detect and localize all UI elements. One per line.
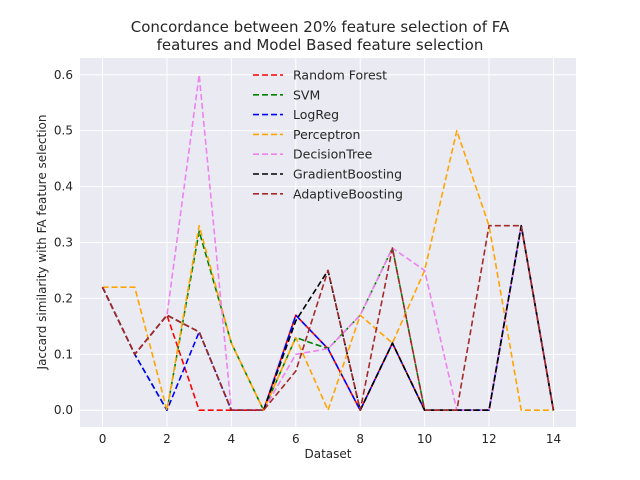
- legend-label: Random Forest: [293, 68, 387, 83]
- y-tick-label: 0.3: [54, 236, 73, 250]
- y-axis-label: Jaccard similarity with FA feature selec…: [35, 115, 49, 371]
- legend-label: LogReg: [293, 107, 339, 122]
- x-tick-label: 10: [417, 432, 432, 446]
- y-tick-label: 0.6: [54, 68, 73, 82]
- x-tick-label: 14: [546, 432, 561, 446]
- legend-label: DecisionTree: [293, 147, 373, 162]
- y-tick-label: 0.0: [54, 403, 73, 417]
- x-tick-label: 12: [481, 432, 496, 446]
- series-lines: [101, 73, 555, 412]
- legend-label: Perceptron: [293, 127, 360, 142]
- chart-title-line-2: features and Model Based feature selecti…: [157, 36, 484, 54]
- y-tick-label: 0.5: [54, 124, 73, 138]
- chart-title-line-1: Concordance between 20% feature selectio…: [131, 18, 510, 36]
- x-tick-label: 2: [163, 432, 171, 446]
- series-line-adaptiveboosting: [101, 224, 555, 412]
- x-tick-label: 8: [356, 432, 364, 446]
- y-tick-label: 0.2: [54, 291, 73, 305]
- grid: [80, 58, 576, 427]
- x-tick-label: 4: [228, 432, 236, 446]
- y-tick-labels: 0.0 0.1 0.2 0.3 0.4 0.5 0.6: [54, 68, 73, 417]
- legend-label: AdaptiveBoosting: [293, 186, 403, 201]
- x-tick-labels: 0 2 4 6 8 10 12 14: [99, 432, 561, 446]
- x-tick-label: 6: [292, 432, 300, 446]
- legend-label: SVM: [293, 87, 320, 102]
- series-line-perceptron: [102, 129, 554, 412]
- legend-label: GradientBoosting: [293, 167, 402, 182]
- x-axis-label: Dataset: [305, 447, 352, 461]
- y-tick-label: 0.1: [54, 347, 73, 361]
- legend: Random Forest SVM LogReg Perceptron Decision…: [253, 68, 403, 201]
- x-tick-label: 0: [99, 432, 107, 446]
- y-tick-label: 0.4: [54, 180, 73, 194]
